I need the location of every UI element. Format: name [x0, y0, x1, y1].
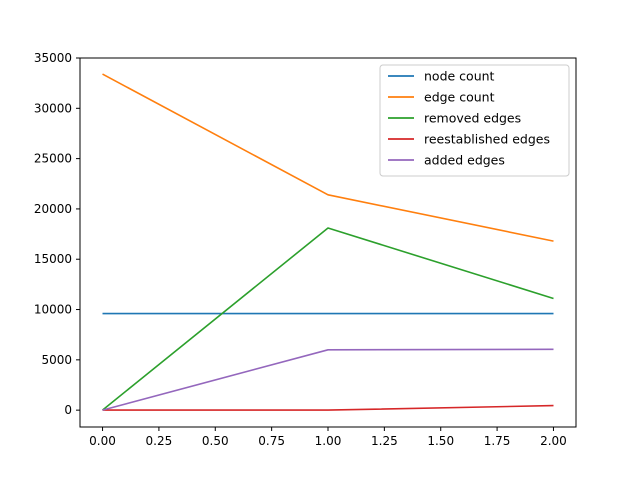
x-tick-label: 1.00: [315, 434, 342, 448]
x-tick-label: 0.75: [258, 434, 285, 448]
series-line-edge-count: [102, 73, 554, 242]
x-tick-label: 1.75: [484, 434, 511, 448]
legend-label: edge count: [424, 90, 495, 105]
legend: node count edge count removed edges reestab…: [379, 64, 570, 177]
y-tick-label: 10000: [34, 303, 72, 317]
x-tick-label: 2.00: [540, 434, 567, 448]
y-tick-label: 0: [64, 403, 72, 417]
x-axis: 0.00 0.25 0.50 0.75 1.00 1.25 1.50 1.75 2.00: [89, 427, 567, 448]
y-tick-label: 15000: [34, 252, 72, 266]
x-tick-label: 1.25: [371, 434, 398, 448]
y-tick-label: 25000: [34, 152, 72, 166]
legend-label: reestablished edges: [424, 132, 550, 147]
y-tick-label: 35000: [34, 51, 72, 65]
y-tick-label: 20000: [34, 202, 72, 216]
series-line-reestablished-edges: [102, 404, 554, 411]
legend-label: removed edges: [424, 111, 521, 126]
x-tick-label: 1.50: [427, 434, 454, 448]
legend-label: node count: [424, 69, 495, 84]
y-axis: 0 5000 10000 15000 20000 25000 30000 35000: [34, 51, 80, 417]
series-layer: [101, 73, 554, 411]
y-tick-label: 5000: [41, 353, 72, 367]
x-tick-label: 0.50: [202, 434, 229, 448]
series-line-removed-edges: [101, 227, 554, 411]
x-tick-label: 0.25: [146, 434, 173, 448]
y-tick-label: 30000: [34, 101, 72, 115]
legend-box: [379, 64, 570, 177]
legend-label: added edges: [424, 153, 505, 168]
series-line-added-edges: [102, 348, 554, 411]
x-tick-label: 0.00: [89, 434, 116, 448]
